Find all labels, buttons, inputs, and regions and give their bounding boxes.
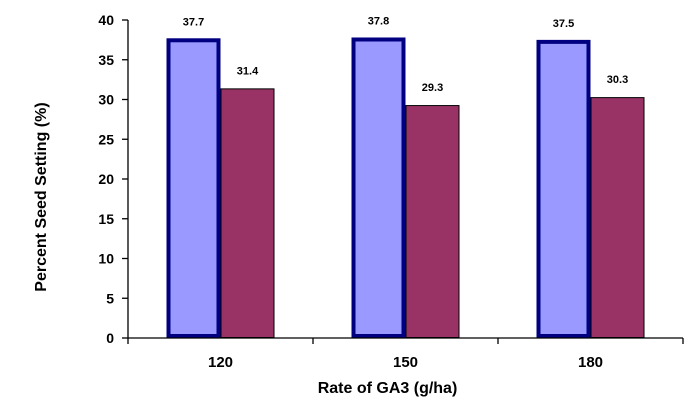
y-tick-label: 5 (106, 290, 114, 306)
y-tick-label: 35 (98, 52, 114, 68)
x-axis-ticks: 120 150 180 (127, 338, 684, 371)
data-label: 37.5 (553, 18, 574, 30)
x-tick-label: 120 (208, 354, 233, 371)
y-tick-label: 25 (98, 131, 114, 147)
bars-layer (166, 37, 645, 339)
data-label: 29.3 (422, 82, 443, 94)
y-axis-ticks: 0 5 10 15 20 25 30 35 40 (98, 12, 128, 346)
data-label: 37.7 (183, 16, 204, 28)
bar-series-1 (536, 39, 591, 338)
data-label: 37.8 (368, 15, 389, 27)
x-tick-label: 180 (578, 354, 603, 371)
data-label: 30.3 (607, 74, 628, 86)
data-label: 31.4 (237, 65, 259, 77)
y-tick-label: 20 (98, 171, 114, 187)
bar-series-1 (166, 38, 221, 338)
bar-series-2 (220, 88, 275, 339)
bar-series-2 (405, 105, 460, 338)
y-axis-title: Percent Seed Setting (%) (33, 102, 50, 291)
x-axis-title: Rate of GA3 (g/ha) (318, 380, 458, 397)
y-tick-label: 40 (98, 12, 114, 28)
bar-series-1 (351, 37, 406, 339)
y-tick-label: 15 (98, 211, 114, 227)
y-tick-label: 10 (98, 251, 114, 267)
x-tick-label: 150 (393, 354, 418, 371)
y-tick-label: 0 (106, 330, 114, 346)
bar-series-2 (590, 97, 645, 338)
y-tick-label: 30 (98, 92, 114, 108)
data-labels-layer: 37.7 31.4 37.8 29.3 37.5 30.3 (183, 15, 628, 94)
